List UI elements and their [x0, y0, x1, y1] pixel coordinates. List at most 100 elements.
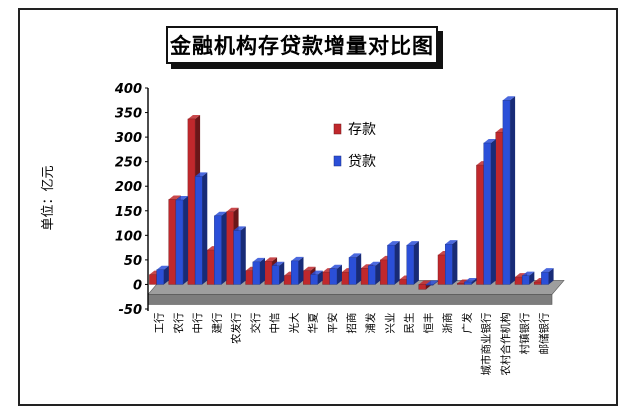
chart-floor-front	[147, 294, 553, 305]
bar-top-loan	[502, 96, 516, 101]
bar-side-loan	[298, 256, 304, 285]
bar-loan	[541, 271, 549, 285]
x-tick-label: 中行	[191, 312, 204, 333]
bar-deposit	[514, 276, 523, 285]
bar-deposit	[476, 164, 484, 285]
bar-top-loan	[387, 241, 400, 246]
bar-side-loan	[452, 240, 458, 285]
bar-side-loan	[221, 211, 227, 285]
bar-deposit	[457, 283, 465, 285]
bar-deposit	[187, 118, 196, 285]
bar-side-loan	[490, 139, 496, 285]
bar-top-loan	[272, 261, 285, 266]
bar-deposit	[533, 281, 542, 285]
bar-top-loan	[368, 261, 381, 266]
bar-deposit	[283, 275, 292, 285]
bar-deposit	[360, 268, 369, 285]
legend-label-loan: 贷款	[348, 154, 376, 170]
bar-loan	[214, 215, 222, 285]
x-tick-label: 华夏	[307, 312, 320, 333]
bar-loan	[483, 142, 492, 285]
bar-top-loan	[252, 257, 266, 262]
bar-top-deposit	[303, 266, 316, 271]
bar-deposit	[437, 254, 446, 285]
bar-top-deposit	[418, 280, 431, 285]
x-tick-label: 农村合作机构	[499, 312, 512, 375]
chart-title: 金融机构存贷款增量对比图	[166, 26, 438, 64]
bar-top-loan	[464, 277, 477, 282]
y-axis-title: 单位：亿元	[41, 165, 56, 230]
bar-side-loan	[548, 268, 554, 285]
bar-side-loan	[529, 271, 535, 285]
x-tick-label: 恒丰	[422, 312, 435, 333]
bar-loan	[233, 230, 241, 285]
bar-top-loan	[483, 139, 496, 144]
bar-loan	[425, 284, 434, 286]
y-tick-label: 0	[133, 278, 142, 293]
x-tick-label: 民生	[403, 312, 416, 333]
bar-loan	[368, 265, 376, 285]
bar-top-loan	[425, 280, 439, 285]
bar-loan	[348, 257, 357, 285]
x-tick-label: 农行	[172, 312, 185, 333]
bar-side-loan	[336, 264, 342, 285]
bar-top-deposit	[168, 195, 181, 200]
bar-loan	[444, 243, 453, 285]
bar-loan	[252, 261, 261, 285]
x-tick-label: 浦发	[364, 312, 377, 333]
bar-top-deposit	[187, 114, 201, 119]
x-tick-label: 浙商	[441, 312, 454, 333]
x-tick-label: 广发	[460, 312, 473, 333]
bar-side-loan	[375, 261, 381, 285]
bar-side-loan	[413, 241, 419, 285]
bar-loan	[406, 244, 415, 285]
bar-deposit	[226, 211, 234, 285]
bar-top-deposit	[226, 207, 239, 212]
bar-deposit	[206, 249, 215, 285]
bar-deposit	[149, 274, 157, 285]
y-tick-label: 100	[115, 229, 142, 244]
bar-top-loan	[522, 271, 535, 276]
bar-side-loan	[202, 172, 208, 285]
x-tick-label: 邮储银行	[537, 312, 550, 354]
bar-deposit	[380, 259, 388, 285]
x-tick-label: 招商	[345, 312, 358, 333]
legend-swatch-loan	[333, 155, 342, 167]
bar-deposit	[341, 271, 350, 285]
bar-deposit	[399, 279, 407, 285]
bar-top-loan	[541, 268, 554, 273]
y-tick-label: 400	[114, 82, 142, 97]
bar-side-loan	[433, 280, 439, 286]
bar-deposit	[303, 270, 311, 285]
bar-side-loan	[240, 226, 246, 285]
x-tick-label: 中信	[268, 312, 281, 333]
bar-side-loan	[394, 241, 400, 285]
bar-side-loan	[279, 261, 285, 285]
bar-top-loan	[175, 195, 189, 200]
x-tick-label: 兴业	[384, 312, 396, 333]
bar-loan	[464, 281, 472, 285]
bar-side-loan	[163, 265, 169, 285]
bar-top-loan	[329, 264, 342, 269]
chart-frame	[18, 8, 618, 406]
legend-label-deposit: 存款	[348, 122, 376, 138]
bar-loan	[387, 244, 395, 285]
bar-top-loan	[445, 240, 458, 245]
legend-swatch-deposit	[333, 123, 342, 135]
bar-side-loan	[356, 253, 362, 285]
bar-top-loan	[195, 172, 208, 177]
bar-loan	[156, 269, 165, 285]
bar-deposit	[264, 261, 273, 285]
bar-side-loan	[317, 270, 323, 285]
bar-top-loan	[310, 270, 323, 275]
y-tick-label: 300	[115, 131, 142, 146]
bar-top-deposit	[264, 257, 278, 262]
bar-side-loan	[471, 277, 477, 285]
y-tick-label: 200	[115, 180, 142, 195]
bar-top-loan	[406, 241, 419, 246]
bar-loan	[310, 274, 318, 285]
bar-deposit	[245, 270, 254, 285]
bar-loan	[291, 260, 299, 285]
bar-deposit	[495, 131, 504, 285]
bar-top-loan	[156, 265, 169, 270]
